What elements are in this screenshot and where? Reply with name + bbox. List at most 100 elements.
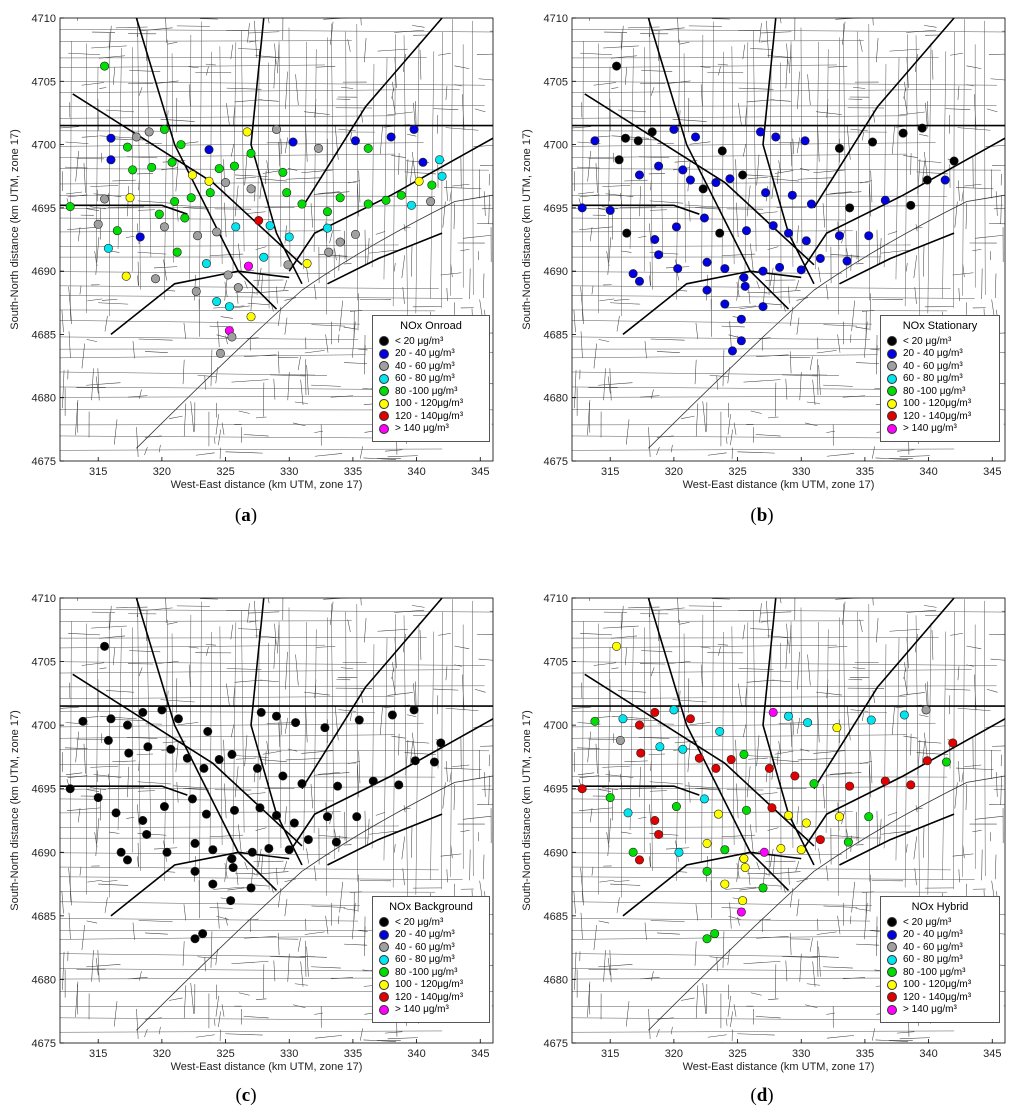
street-segment [412,732,416,759]
street-segment [235,174,268,178]
street-segment [351,903,356,940]
street-line [60,711,375,713]
site-point [214,754,224,764]
street-segment [736,275,740,301]
street-segment [730,429,733,446]
street-segment [773,274,775,293]
street-segment [412,25,425,28]
site-point [605,793,615,803]
street-segment [91,625,127,629]
street-segment [641,650,673,653]
street-segment [785,59,788,89]
street-segment [842,395,866,398]
street-segment [183,985,187,1019]
street-segment [736,202,739,238]
street-segment [68,633,100,636]
panel-caption-a: (a) [234,505,258,526]
street-segment [823,905,858,908]
site-point [618,714,628,724]
street-segment [621,250,632,253]
street-segment [746,679,775,683]
street-segment [657,932,680,935]
site-point [215,348,225,358]
street-segment [450,263,453,278]
site-point [284,845,294,855]
street-segment [796,297,809,301]
street-segment [796,717,801,734]
street-segment [314,453,343,457]
street-segment [948,114,951,134]
street-segment [360,690,363,704]
street-segment [966,84,974,87]
street-segment [90,765,119,768]
x-tick-label: 315 [89,466,107,478]
street-segment [367,819,370,846]
street-segment [265,751,267,765]
street-segment [304,940,307,977]
site-point [713,809,723,819]
y-tick-label: 4695 [544,203,568,215]
site-point [614,155,624,165]
street-segment [891,125,895,154]
street-segment [277,44,280,74]
highway-line [762,598,815,866]
street-segment [906,844,908,853]
street-line [572,230,853,233]
street-segment [267,18,270,24]
y-tick-label: 4705 [544,76,568,88]
street-segment [101,880,118,883]
street-segment [625,419,630,445]
street-segment [273,960,276,982]
street-segment [695,788,722,791]
street-segment [651,389,654,399]
panel-caption-d: (d) [750,1085,774,1106]
street-segment [737,451,775,454]
street-line [60,105,485,107]
street-segment [95,237,100,275]
street-segment [771,178,799,182]
legend-entry: 80 -100 μg/m³ [887,966,993,979]
street-segment [640,395,660,398]
street-segment [649,781,684,785]
street-segment [649,209,667,211]
street-segment [624,179,648,182]
street-segment [274,43,277,65]
street-line [219,46,223,264]
street-line [572,40,864,42]
site-point [801,818,811,828]
street-segment [284,806,287,825]
legend-label: 100 - 120μg/m³ [395,979,464,991]
street-segment [405,739,409,776]
x-tick-label: 335 [344,466,362,478]
street-line [60,271,331,274]
site-point [691,132,701,142]
street-segment [217,321,220,348]
street-segment [789,44,792,74]
legend-swatch [379,423,389,434]
street-line [572,57,939,59]
street-segment [226,683,230,707]
street-segment [86,964,121,968]
street-segment [925,102,928,129]
legend-swatch [379,979,389,990]
street-segment [367,238,370,265]
street-segment [807,654,811,686]
y-tick-label: 4695 [32,203,56,215]
street-line [572,1030,955,1033]
street-segment [641,70,673,72]
street-segment [760,611,792,614]
street-segment [277,932,280,955]
site-point [302,259,312,269]
street-line [815,621,819,851]
street-segment [813,169,846,174]
street-segment [182,359,185,385]
site-point [758,883,768,893]
street-line [278,621,282,848]
street-segment [919,714,929,717]
street-segment [210,253,244,256]
street-segment [966,645,982,650]
street-segment [601,787,618,790]
street-segment [360,109,363,123]
street-segment [649,200,684,204]
street-segment [230,44,234,60]
